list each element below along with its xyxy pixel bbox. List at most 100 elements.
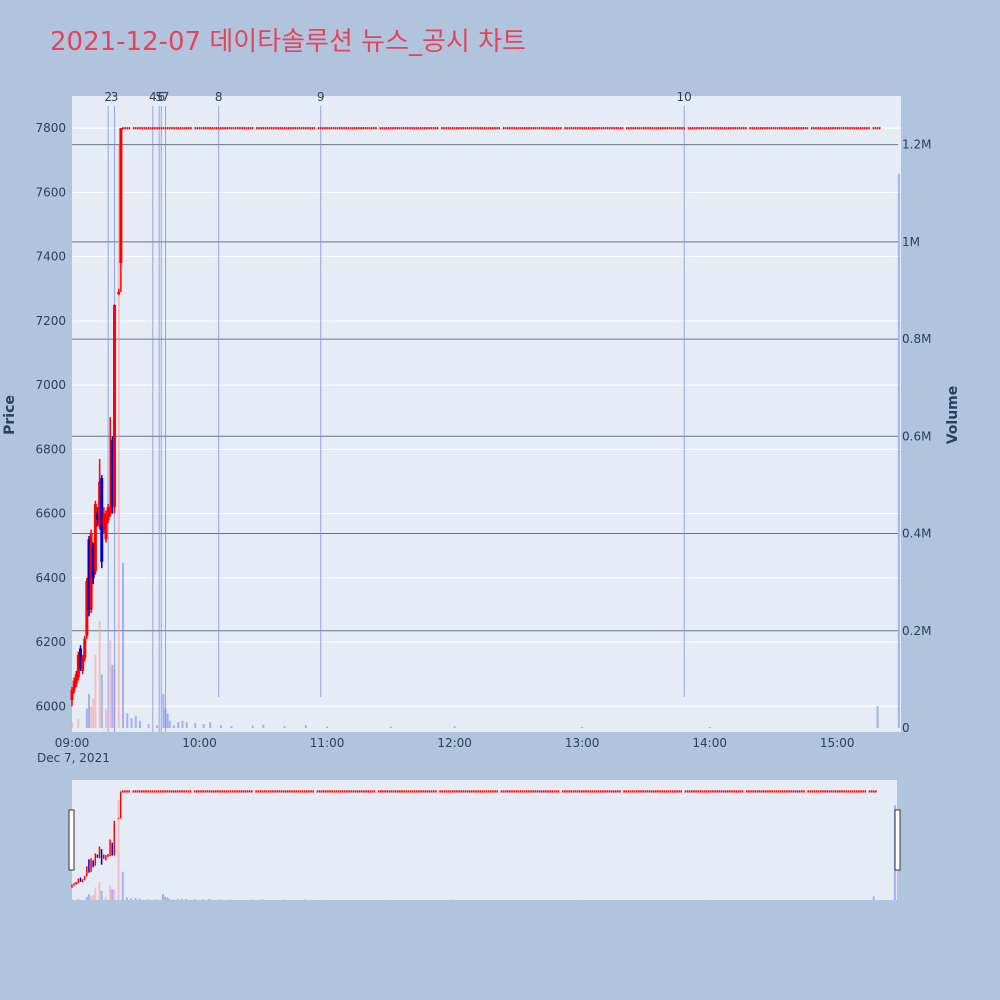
candle-flat [226,127,228,130]
range-candle-flat [496,790,498,793]
range-candle-flat [553,790,556,793]
candle-flat [813,127,815,130]
range-candle-flat [608,790,611,793]
volume-bar [262,724,265,728]
range-candle-flat [773,790,776,793]
range-candle-flat [244,790,247,793]
range-candle-flat [193,790,196,793]
range-candle-flat [365,790,367,793]
volume-bar [130,718,133,728]
range-candle-flat [401,790,403,793]
range-candle-flat [784,790,786,793]
candle-flat [430,127,433,130]
range-candle-flat [322,790,325,793]
candle-flat [666,127,668,130]
candle-flat [249,127,252,130]
range-candle-flat [386,790,388,793]
candle-flat [472,127,475,130]
candle-flat [793,127,796,130]
candle-flat [602,127,605,130]
range-candle-flat [420,790,422,793]
range-candle-flat [528,790,530,793]
range-candle-flat [170,790,173,793]
candle-flat [241,127,243,130]
range-candle-flat [597,790,600,793]
range-candle-flat [521,790,524,793]
time-tick-label: 15:00 [820,736,855,750]
range-candle-flat [629,790,632,793]
candle-flat [139,127,141,130]
range-slider[interactable] [72,780,897,900]
candle-body [79,648,83,668]
candle-flat [428,127,430,130]
candle-flat [530,127,532,130]
range-candle-flat [581,790,583,793]
candle-flat [296,127,299,130]
range-candle-flat [445,790,448,793]
range-candle-flat [308,790,310,793]
candle-flat [173,127,175,130]
range-candle-flat [382,790,384,793]
candle-flat [789,127,792,130]
range-candle-flat [157,790,160,793]
news-marker-label: 7 [162,90,170,104]
candle-flat [757,127,760,130]
candle-flat [574,127,577,130]
candle-flat [230,127,233,130]
range-candle-flat [160,790,162,793]
candle-flat [700,127,702,130]
price-axis-ticks: 6000 6200 6400 6600 6800 7000 7200 7400 7600 7800 [35,121,66,713]
candle-flat [451,127,454,130]
range-candle-flat [616,790,619,793]
candle-flat [836,127,839,130]
volume-bar [194,723,197,728]
candle-body [104,513,108,540]
candle-flat [292,127,294,130]
range-candle-flat [820,790,822,793]
range-candle-flat [786,790,788,793]
range-candle-flat [325,790,327,793]
candle-body [102,513,106,527]
range-volume-bar [261,899,264,900]
candle-flat [271,127,273,130]
range-candle-flat [479,790,482,793]
range-candle-flat [667,790,670,793]
range-candle-flat [128,790,130,793]
candle-flat [840,127,843,130]
range-candle-flat [210,790,213,793]
volume-bar [94,655,97,728]
candle-flat [642,127,645,130]
range-candle-flat [141,790,143,793]
range-slider-right-handle[interactable] [894,809,901,871]
range-candle-flat [149,790,152,793]
volume-bar [134,715,137,728]
candle-flat [275,127,277,130]
range-volume-bar [181,898,183,900]
range-candle-flat [572,790,575,793]
candle-flat [305,127,307,130]
news-marker-label: 2 [104,90,112,104]
candle-flat [194,127,197,130]
candle-flat [564,127,566,130]
candle-flat [834,127,836,130]
candle-flat [866,127,868,130]
range-candle-flat [331,790,333,793]
candle-flat [498,127,501,130]
news-marker-label: 10 [677,90,692,104]
range-candle-flat [473,790,475,793]
candle-flat [796,127,798,130]
candle-flat [387,127,390,130]
candle-flat [821,127,824,130]
candle-flat [874,127,877,130]
volume-bar [230,726,233,728]
range-candle-flat [318,790,321,793]
candle-flat [415,127,418,130]
candle-flat [443,127,445,130]
main-plot-area[interactable] [72,96,901,732]
candle-flat [224,127,226,130]
range-volume-bar [161,894,164,900]
range-candle-flat [475,790,477,793]
range-candle-flat [845,790,848,793]
range-slider-left-handle[interactable] [68,809,75,871]
